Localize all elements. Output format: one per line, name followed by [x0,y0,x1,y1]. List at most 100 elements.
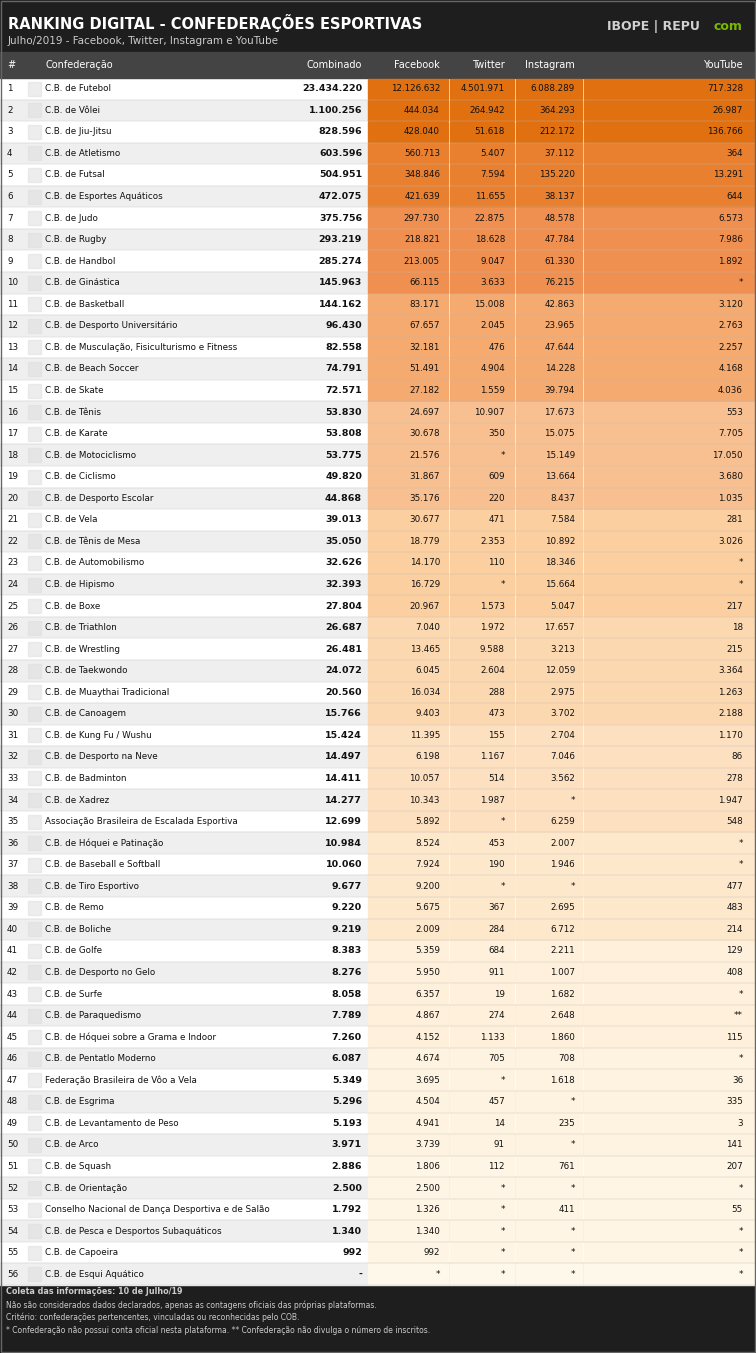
Text: *: * [739,559,743,567]
Text: 9.047: 9.047 [480,257,505,265]
Bar [450,1242,514,1262]
Text: 15.008: 15.008 [474,300,505,308]
Text: *: * [500,580,505,589]
Text: 67.657: 67.657 [410,322,440,330]
Text: 1.170: 1.170 [718,731,743,740]
Text: 2.211: 2.211 [550,946,575,955]
Bar [516,962,582,982]
Bar [516,1157,582,1177]
Bar [368,122,448,142]
Bar [450,725,514,746]
Bar [516,1070,582,1091]
Bar [0,660,756,682]
Text: 76.215: 76.215 [544,279,575,287]
Text: 293.219: 293.219 [318,235,362,244]
Bar [0,810,756,832]
Text: 18: 18 [732,624,743,632]
Text: 2.009: 2.009 [415,925,440,934]
Text: 66.115: 66.115 [410,279,440,287]
Text: 4.674: 4.674 [415,1054,440,1063]
Text: 4.904: 4.904 [480,364,505,373]
Text: 24.697: 24.697 [410,407,440,417]
Bar [450,402,514,422]
Bar [368,1027,448,1047]
Text: 8.383: 8.383 [332,946,362,955]
Bar [584,1049,754,1069]
Bar [516,250,582,272]
Text: 10.060: 10.060 [326,861,362,869]
Bar [0,1134,756,1155]
Text: *: * [739,861,743,869]
Text: 473: 473 [488,709,505,718]
Bar [584,769,754,789]
Bar [28,233,41,246]
Bar [0,832,756,854]
Bar [28,578,41,591]
Bar [450,488,514,509]
Bar [516,1005,582,1026]
Bar [516,833,582,854]
Bar [28,643,41,656]
Text: 7.594: 7.594 [480,170,505,180]
Text: 13.664: 13.664 [545,472,575,482]
Bar [450,1049,514,1069]
Bar [584,445,754,465]
Bar [28,728,41,743]
Text: C.B. de Canoagem: C.B. de Canoagem [45,709,126,718]
Text: 4.941: 4.941 [415,1119,440,1128]
Bar [584,1114,754,1134]
Bar [0,595,756,617]
Bar [584,1027,754,1047]
Text: 23.965: 23.965 [544,322,575,330]
Bar [584,143,754,164]
Bar [0,574,756,595]
Text: C.B. de Badminton: C.B. de Badminton [45,774,126,783]
Bar [584,402,754,422]
Bar [368,359,448,379]
Bar [584,682,754,702]
Text: 155: 155 [488,731,505,740]
Text: 3.971: 3.971 [332,1141,362,1150]
Bar [368,747,448,767]
Bar [28,103,41,118]
Bar [0,423,756,444]
Bar [584,574,754,595]
Bar [516,769,582,789]
Text: 53.808: 53.808 [325,429,362,438]
Bar [584,812,754,832]
Text: 6.198: 6.198 [415,752,440,762]
Bar [516,510,582,530]
Text: 115: 115 [727,1032,743,1042]
Bar [28,146,41,161]
Text: 3.702: 3.702 [550,709,575,718]
Text: 51.491: 51.491 [410,364,440,373]
Text: 1.340: 1.340 [332,1227,362,1235]
Text: C.B. de Atletismo: C.B. de Atletismo [45,149,120,158]
Bar [584,552,754,574]
Bar [450,940,514,961]
Bar [28,556,41,570]
Bar [584,294,754,315]
Text: YouTube: YouTube [703,60,743,70]
Bar [516,359,582,379]
Bar [0,337,756,359]
Text: Critério: confederações pertencentes, vinculadas ou reconhecidas pelo COB.: Critério: confederações pertencentes, vi… [6,1312,299,1322]
Bar [368,897,448,919]
Text: 476: 476 [488,342,505,352]
Bar [516,187,582,207]
Bar [368,790,448,810]
Text: 15: 15 [7,386,18,395]
Text: C.B. de Karate: C.B. de Karate [45,429,107,438]
Text: 421.639: 421.639 [404,192,440,202]
Text: 560.713: 560.713 [404,149,440,158]
Text: IBOPE | REPU: IBOPE | REPU [607,20,700,32]
Text: 37: 37 [7,861,18,869]
Text: 190: 190 [488,861,505,869]
Text: 32.393: 32.393 [326,580,362,589]
Bar [28,1116,41,1130]
Bar [584,272,754,294]
Text: 7.046: 7.046 [550,752,575,762]
Bar [516,984,582,1004]
Bar [0,142,756,164]
Text: 33: 33 [7,774,18,783]
